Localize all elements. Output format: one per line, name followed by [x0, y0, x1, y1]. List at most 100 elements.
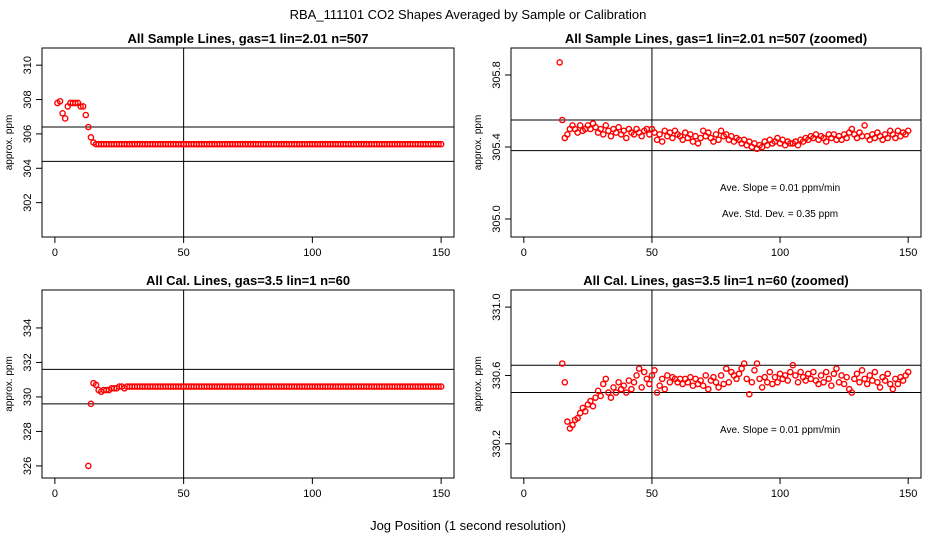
panel-4-title: All Cal. Lines, gas=3.5 lin=1 n=60 (zoom… — [583, 273, 849, 288]
panel-4-point-34 — [646, 380, 653, 388]
panel-1-x-tick-label-2: 100 — [303, 247, 321, 259]
panel-1-y-tick-label-1: 304 — [22, 159, 34, 177]
panel-4-point-81 — [766, 368, 774, 376]
panel-1-y-tick-label-4: 310 — [22, 56, 34, 74]
panel-4-point-16 — [599, 380, 607, 388]
panel-3-x-tick-label-2: 100 — [303, 488, 321, 500]
panel-4-point-13 — [592, 394, 599, 401]
panel-4-point-55 — [699, 382, 707, 390]
panel-4-point-7 — [576, 409, 584, 417]
panel-2-point-18 — [602, 122, 610, 129]
panel-4-point-18 — [605, 389, 612, 396]
panel-4-point-71 — [740, 360, 748, 367]
panel-4-point-89 — [787, 368, 794, 376]
panel-4-point-37 — [653, 389, 661, 396]
panel-4-point-0 — [558, 360, 566, 367]
panel-4-point-105 — [828, 382, 835, 390]
panel-4-point-51 — [689, 382, 697, 390]
panel-2-point-38 — [653, 136, 661, 144]
panel-4-point-50 — [687, 373, 694, 381]
panel-4-point-122 — [871, 368, 879, 376]
panel-4-point-90 — [789, 361, 797, 369]
panel-2-point-39 — [656, 131, 663, 138]
panel-4-point-97 — [807, 375, 815, 383]
panel-4-point-63 — [720, 380, 727, 388]
panel-1-x-tick-label-3: 150 — [432, 247, 450, 259]
panel-4-point-102 — [820, 378, 827, 386]
panel-4-point-27 — [628, 385, 635, 393]
panel-2-point-63 — [717, 127, 725, 135]
panel-1-y-axis-label: approx. ppm — [4, 115, 15, 171]
panel-1: All Sample Lines, gas=1 lin=2.01 n=507 0 5… — [4, 31, 455, 259]
panel-4-point-73 — [746, 390, 753, 398]
panel-4-point-129 — [889, 385, 897, 393]
panel-3-point-137 — [437, 383, 445, 390]
panel-4-point-22 — [615, 378, 622, 386]
panel-1-point-2 — [59, 109, 66, 117]
panel-3-x-tick-label-1: 50 — [178, 488, 190, 500]
panel-4-point-41 — [664, 372, 671, 379]
panel-4-point-40 — [661, 385, 669, 393]
panel-2-y-tick-label-2: 305.8 — [491, 61, 503, 89]
panel-4-point-36 — [651, 367, 658, 374]
panel-4-point-24 — [620, 382, 628, 390]
panel-3-y-tick-label-0: 326 — [22, 457, 34, 475]
panel-1-y-tick-label-3: 308 — [22, 90, 34, 108]
panel-2-point-35 — [646, 131, 653, 138]
panel-4-point-120 — [866, 372, 874, 379]
panel-2-point-132 — [894, 127, 902, 135]
panel-4-point-31 — [638, 384, 645, 391]
panel-2-point-61 — [712, 131, 720, 138]
panel-4-point-59 — [710, 373, 717, 381]
panel-4-point-127 — [884, 370, 891, 378]
panel-4-point-21 — [612, 389, 620, 396]
panel-4-point-26 — [625, 377, 633, 384]
panel-4-point-119 — [863, 380, 871, 388]
panel-4-point-61 — [715, 384, 722, 391]
panel-4-x-tick-label-0: 0 — [521, 488, 527, 500]
panel-3-title: All Cal. Lines, gas=3.5 lin=1 n=60 — [146, 273, 350, 288]
panel-4-point-135 — [904, 368, 912, 376]
panel-2-point-104 — [822, 138, 830, 145]
panel-4: All Cal. Lines, gas=3.5 lin=1 n=60 (zoom… — [473, 273, 922, 500]
panel-2-annotation-0: Ave. Slope = 0.01 ppm/min — [720, 183, 840, 194]
panel-4-point-79 — [761, 373, 768, 381]
panel-3-point-0 — [85, 462, 92, 470]
panel-4-point-25 — [623, 389, 630, 396]
panel-4-point-85 — [776, 370, 784, 378]
panel-4-point-87 — [781, 372, 789, 379]
panel-2-title: All Sample Lines, gas=1 lin=2.01 n=507 (… — [565, 31, 867, 46]
panel-4-point-114 — [851, 375, 858, 383]
panel-4-point-57 — [705, 385, 712, 393]
panel-4-point-52 — [692, 375, 699, 383]
panel-4-point-12 — [589, 402, 597, 410]
panel-4-point-88 — [784, 377, 792, 384]
panel-4-point-4 — [569, 421, 576, 429]
panel-2: All Sample Lines, gas=1 lin=2.01 n=507 (… — [473, 31, 922, 259]
panel-4-point-54 — [697, 377, 704, 384]
panel-4-point-2 — [564, 418, 571, 425]
panel-1-point-10 — [79, 103, 87, 110]
panel-4-point-101 — [817, 372, 825, 379]
panel-4-point-123 — [874, 378, 881, 386]
panel-4-point-117 — [858, 367, 866, 374]
figure-x-axis-label: Jog Position (1 second resolution) — [370, 518, 566, 533]
panel-4-y-tick-label-1: 330.6 — [491, 362, 503, 390]
panel-4-point-19 — [607, 394, 615, 401]
panel-4-point-42 — [666, 378, 674, 386]
panel-4-point-103 — [822, 368, 830, 376]
panel-4-point-80 — [763, 378, 771, 386]
panel-4-point-47 — [679, 380, 686, 388]
panel-1-x-tick-label-1: 50 — [178, 247, 190, 259]
panel-4-point-11 — [587, 397, 594, 405]
panel-4-point-110 — [840, 380, 848, 388]
panel-1-point-149 — [437, 140, 445, 148]
panel-4-point-118 — [861, 375, 868, 383]
panel-1-point-148 — [435, 140, 442, 148]
panel-2-point-44 — [669, 134, 676, 142]
panel-2-point-40 — [658, 138, 666, 145]
panel-3-x-tick-label-3: 150 — [432, 488, 450, 500]
panel-4-point-69 — [735, 370, 743, 378]
panel-2-point-0 — [556, 59, 563, 66]
